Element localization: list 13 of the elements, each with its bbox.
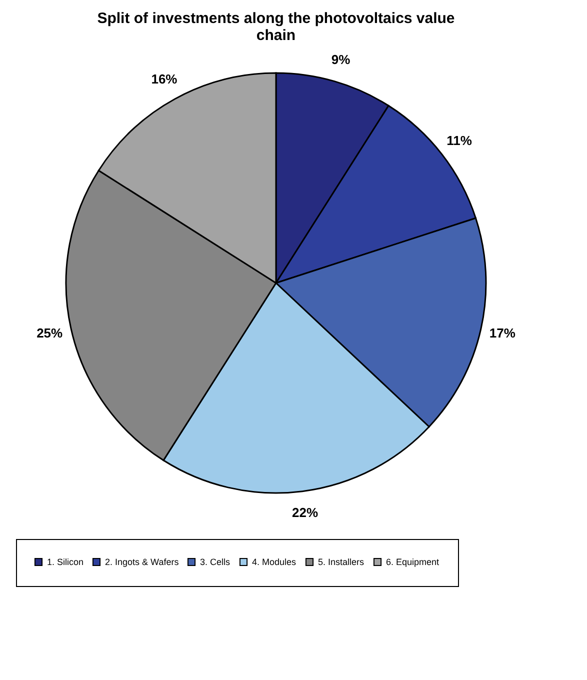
legend-label: 3. Cells <box>200 556 231 567</box>
legend-label: 1. Silicon <box>47 556 84 567</box>
data-label: 25% <box>36 326 64 341</box>
data-label: 22% <box>292 505 319 520</box>
data-label: 17% <box>489 326 516 341</box>
data-label: 9% <box>331 52 351 68</box>
data-label: 16% <box>151 72 178 87</box>
chart-title: Split of investments along the photovoltaics value chain <box>97 10 455 44</box>
legend-label: 5. Installers <box>318 556 365 567</box>
legend-label: 6. Equipment <box>386 556 440 567</box>
legend-label: 2. Ingots & Wafers <box>105 556 180 567</box>
data-label: 11% <box>446 132 472 148</box>
legend-label: 4. Modules <box>252 556 297 567</box>
